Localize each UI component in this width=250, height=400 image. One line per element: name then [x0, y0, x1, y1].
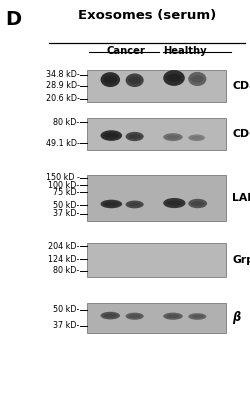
Text: 50 kD-: 50 kD- [53, 201, 79, 210]
Text: 34.8 kD-: 34.8 kD- [46, 70, 79, 79]
Text: Grp94: Grp94 [231, 255, 250, 265]
Text: 50 kD-: 50 kD- [53, 305, 79, 314]
Bar [86, 175, 225, 221]
Ellipse shape [190, 315, 203, 318]
Ellipse shape [103, 202, 118, 206]
Text: 28.9 kD-: 28.9 kD- [46, 82, 79, 90]
Ellipse shape [162, 133, 182, 141]
Ellipse shape [128, 314, 140, 318]
Ellipse shape [166, 74, 181, 82]
Ellipse shape [162, 198, 185, 208]
Ellipse shape [188, 313, 206, 320]
Text: -actin: -actin [249, 313, 250, 323]
Text: 204 kD-: 204 kD- [48, 242, 79, 251]
Text: 124 kD-: 124 kD- [48, 255, 79, 264]
Text: Healthy: Healthy [162, 46, 206, 56]
Text: 150 kD -: 150 kD - [46, 173, 79, 182]
Text: 100 kD-: 100 kD- [48, 181, 79, 190]
Text: 49.1 kD-: 49.1 kD- [46, 139, 79, 148]
Text: D: D [5, 10, 21, 29]
Ellipse shape [100, 72, 119, 87]
Text: Exosomes (serum): Exosomes (serum) [78, 9, 215, 22]
Ellipse shape [128, 77, 140, 84]
Ellipse shape [162, 70, 184, 86]
Ellipse shape [188, 134, 204, 141]
Ellipse shape [100, 200, 122, 208]
Ellipse shape [190, 136, 202, 140]
Ellipse shape [166, 135, 179, 139]
Bar [86, 303, 225, 333]
Ellipse shape [100, 312, 119, 320]
Ellipse shape [188, 72, 206, 86]
Ellipse shape [125, 313, 143, 320]
Text: 37 kD-: 37 kD- [53, 321, 79, 330]
Text: Cancer: Cancer [106, 46, 144, 56]
Text: β: β [231, 312, 239, 324]
Ellipse shape [128, 134, 140, 139]
Ellipse shape [166, 200, 182, 206]
Ellipse shape [100, 130, 122, 141]
Ellipse shape [128, 202, 140, 206]
Ellipse shape [125, 200, 143, 208]
Ellipse shape [162, 313, 182, 320]
Ellipse shape [125, 132, 143, 141]
Ellipse shape [103, 76, 117, 84]
Ellipse shape [188, 199, 206, 208]
Bar [86, 243, 225, 277]
Bar [86, 118, 225, 150]
Text: CD81: CD81 [231, 81, 250, 91]
Ellipse shape [166, 314, 179, 318]
Text: 20.6 kD-: 20.6 kD- [46, 94, 79, 103]
Text: 80 kD-: 80 kD- [53, 266, 79, 275]
Ellipse shape [190, 201, 203, 206]
Text: LAMP2B: LAMP2B [231, 193, 250, 203]
Text: CD63: CD63 [231, 129, 250, 139]
Ellipse shape [125, 74, 143, 87]
Ellipse shape [103, 133, 118, 138]
Ellipse shape [103, 314, 117, 318]
Bar [86, 70, 225, 102]
Ellipse shape [190, 75, 203, 83]
Text: 80 kD-: 80 kD- [53, 118, 79, 127]
Text: 75 kD-: 75 kD- [53, 188, 79, 196]
Text: 37 kD-: 37 kD- [53, 209, 79, 218]
